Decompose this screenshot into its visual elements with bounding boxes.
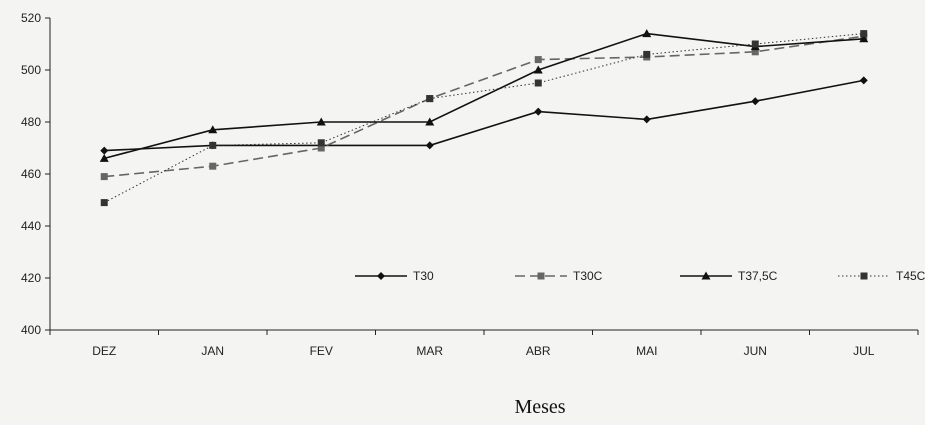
series-4	[100, 30, 868, 207]
legend-item-3: T37,5C	[680, 269, 778, 283]
y-tick-label: 480	[21, 115, 41, 129]
x-tick-label: DEZ	[92, 344, 116, 358]
data-point	[209, 141, 217, 149]
y-tick-label: 400	[21, 323, 41, 337]
x-tick-label: ABR	[526, 344, 551, 358]
y-tick-label: 460	[21, 167, 41, 181]
data-point	[859, 76, 868, 85]
data-point	[425, 117, 435, 126]
data-point	[100, 146, 109, 155]
data-point	[425, 141, 434, 150]
data-point	[751, 40, 759, 48]
data-point	[317, 144, 325, 152]
data-point	[534, 56, 542, 64]
series-2	[100, 32, 868, 181]
series-line	[104, 33, 864, 204]
x-tick-label: JUN	[744, 344, 767, 358]
legend-swatch-marker	[860, 272, 868, 280]
data-point	[642, 29, 652, 38]
y-tick-label: 500	[21, 63, 41, 77]
series-line	[104, 79, 864, 152]
legend-label: T37,5C	[738, 269, 778, 283]
data-point	[533, 65, 543, 74]
data-point	[534, 107, 543, 116]
data-point	[642, 115, 651, 124]
data-point	[316, 117, 326, 126]
data-point	[100, 199, 108, 207]
legend-label: T30	[413, 269, 434, 283]
y-tick-label: 520	[21, 11, 41, 25]
data-point	[534, 79, 542, 87]
x-tick-label: FEV	[310, 344, 333, 358]
legend-swatch-marker	[537, 272, 545, 280]
x-tick-label: JUL	[853, 344, 875, 358]
data-point	[643, 50, 651, 58]
x-tick-label: MAR	[416, 344, 443, 358]
data-point	[859, 34, 869, 43]
series-line	[104, 32, 864, 160]
data-point	[99, 153, 109, 162]
legend-swatch-marker	[377, 272, 385, 280]
data-point	[751, 48, 759, 56]
data-point	[208, 125, 218, 134]
y-tick-label: 440	[21, 219, 41, 233]
legend-label: T45C	[896, 269, 925, 283]
x-axis-title: Meses	[514, 396, 565, 418]
x-tick-label: JAN	[201, 344, 224, 358]
data-point	[209, 162, 217, 170]
x-tick-label: MAI	[636, 344, 657, 358]
data-point	[100, 173, 108, 181]
legend-swatch-marker	[701, 271, 711, 280]
legend-item-2: T30C	[515, 269, 603, 283]
data-point	[426, 95, 434, 103]
data-point	[751, 97, 760, 106]
data-point	[860, 30, 868, 38]
data-point	[317, 139, 325, 147]
y-tick-label: 420	[21, 271, 41, 285]
legend-item-4: T45C	[838, 269, 925, 283]
legend-label: T30C	[573, 269, 603, 283]
series-line	[104, 35, 864, 178]
legend-item-1: T30	[355, 269, 434, 283]
